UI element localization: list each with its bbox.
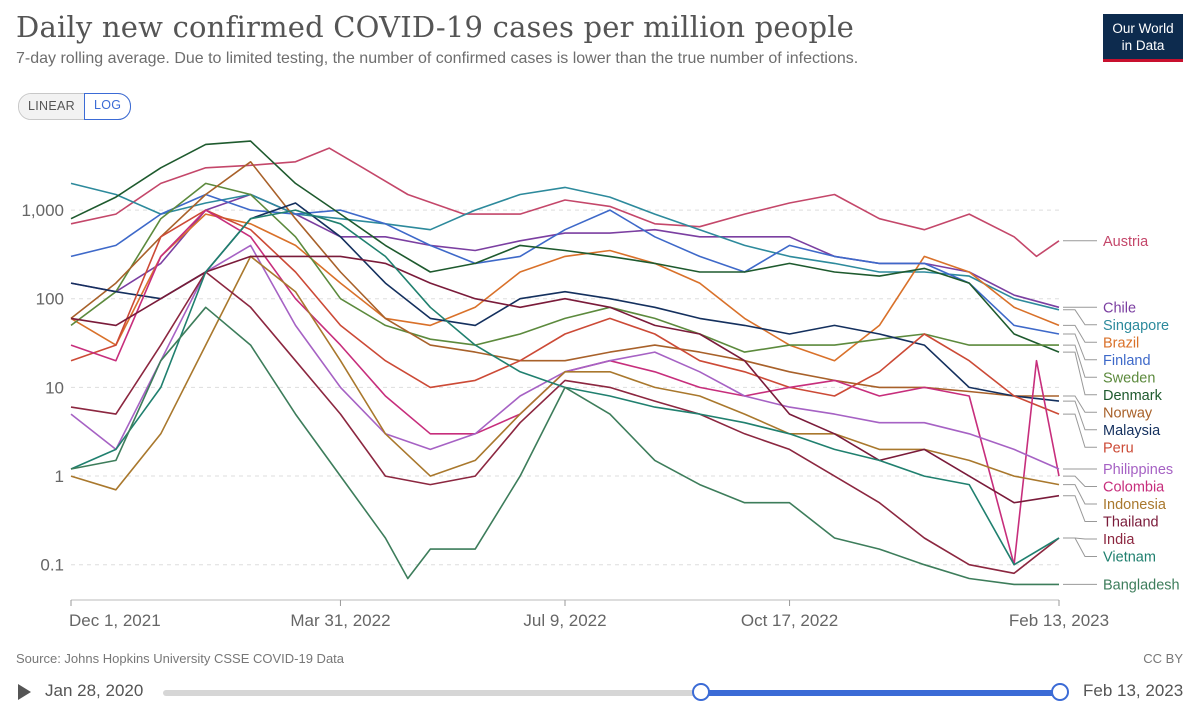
label-connector [1063, 495, 1097, 522]
x-tick-label: Mar 31, 2022 [290, 611, 390, 630]
x-tick-label: Jul 9, 2022 [523, 611, 606, 630]
series-label-singapore: Singapore [1103, 318, 1169, 334]
series-label-sweden: Sweden [1103, 370, 1155, 386]
logo-accent-bar [1103, 59, 1183, 62]
series-line-indonesia [70, 255, 1060, 491]
series-label-finland: Finland [1103, 353, 1151, 369]
label-connector [1063, 413, 1097, 448]
timeline-start-label: Jan 28, 2020 [45, 681, 144, 700]
series-label-austria: Austria [1103, 234, 1149, 250]
series-label-malaysia: Malaysia [1103, 423, 1161, 439]
line-chart: 0.1 1 10 100 1,000 Dec 1, 2021 Mar 31, 2022 Jul… [21, 140, 1180, 630]
series-label-indonesia: Indonesia [1103, 497, 1167, 513]
y-tick-label: 1 [55, 467, 64, 486]
timeline-track[interactable] [163, 690, 1060, 696]
chart-title: Daily new confirmed COVID-19 cases per m… [16, 10, 855, 44]
x-tick-label: Dec 1, 2021 [69, 611, 161, 630]
series-label-india: India [1103, 532, 1135, 548]
label-connector [1063, 309, 1097, 326]
log-scale-button[interactable]: LOG [83, 93, 132, 120]
series-line-finland [70, 193, 1060, 335]
scale-toggle: LINEAR LOG [18, 93, 132, 120]
label-connector [1063, 484, 1097, 505]
chart-subtitle: 7-day rolling average. Due to limited te… [16, 50, 859, 67]
label-connector [1063, 475, 1097, 487]
series-label-philippines: Philippines [1103, 462, 1173, 478]
y-tick-label: 0.1 [40, 556, 64, 575]
series-label-peru: Peru [1103, 440, 1134, 456]
play-icon[interactable] [18, 684, 31, 700]
series-label-brazil: Brazil [1103, 335, 1139, 351]
series-line-norway [70, 161, 1059, 397]
series-line-austria [70, 147, 1060, 258]
y-tick-label: 100 [36, 290, 64, 309]
series-label-chile: Chile [1103, 300, 1136, 316]
y-tick-label: 1,000 [21, 201, 64, 220]
series-label-vietnam: Vietnam [1103, 550, 1156, 566]
series-line-india [70, 271, 1060, 575]
series-line-denmark [70, 140, 1060, 353]
timeline-end-handle[interactable] [1051, 683, 1069, 701]
label-connector [1063, 344, 1097, 378]
logo-line-1: Our World [1112, 21, 1174, 36]
label-connector [1063, 537, 1097, 557]
series-line-singapore [70, 182, 1060, 311]
series-label-colombia: Colombia [1103, 480, 1165, 496]
label-connector [1063, 333, 1097, 361]
series-line-brazil [70, 213, 1060, 362]
y-tick-label: 10 [45, 378, 64, 397]
label-connector [1063, 395, 1097, 413]
series-label-norway: Norway [1103, 405, 1153, 421]
logo-line-2: in Data [1121, 38, 1165, 53]
series-line-thailand [70, 255, 1060, 504]
source-note: Source: Johns Hopkins University CSSE CO… [16, 651, 345, 666]
series-line-peru [70, 209, 1060, 415]
x-tick-label: Oct 17, 2022 [741, 611, 838, 630]
timeline-end-label: Feb 13, 2023 [1083, 681, 1184, 700]
timeline-start-handle[interactable] [692, 683, 711, 701]
x-tick-label: Feb 13, 2023 [1009, 611, 1109, 630]
owid-logo[interactable]: Our World in Data [1103, 14, 1183, 62]
series-line-bangladesh [70, 306, 1059, 586]
label-connector [1063, 400, 1097, 431]
series-label-bangladesh: Bangladesh [1103, 577, 1180, 593]
series-line-philippines [70, 244, 1060, 470]
linear-scale-button[interactable]: LINEAR [19, 94, 84, 119]
label-connector [1063, 324, 1097, 343]
series-label-thailand: Thailand [1103, 515, 1159, 531]
label-connector [1063, 351, 1097, 396]
series-label-denmark: Denmark [1103, 388, 1163, 404]
license-link[interactable]: CC BY [1143, 651, 1183, 666]
timeline-selected-range [701, 690, 1060, 696]
